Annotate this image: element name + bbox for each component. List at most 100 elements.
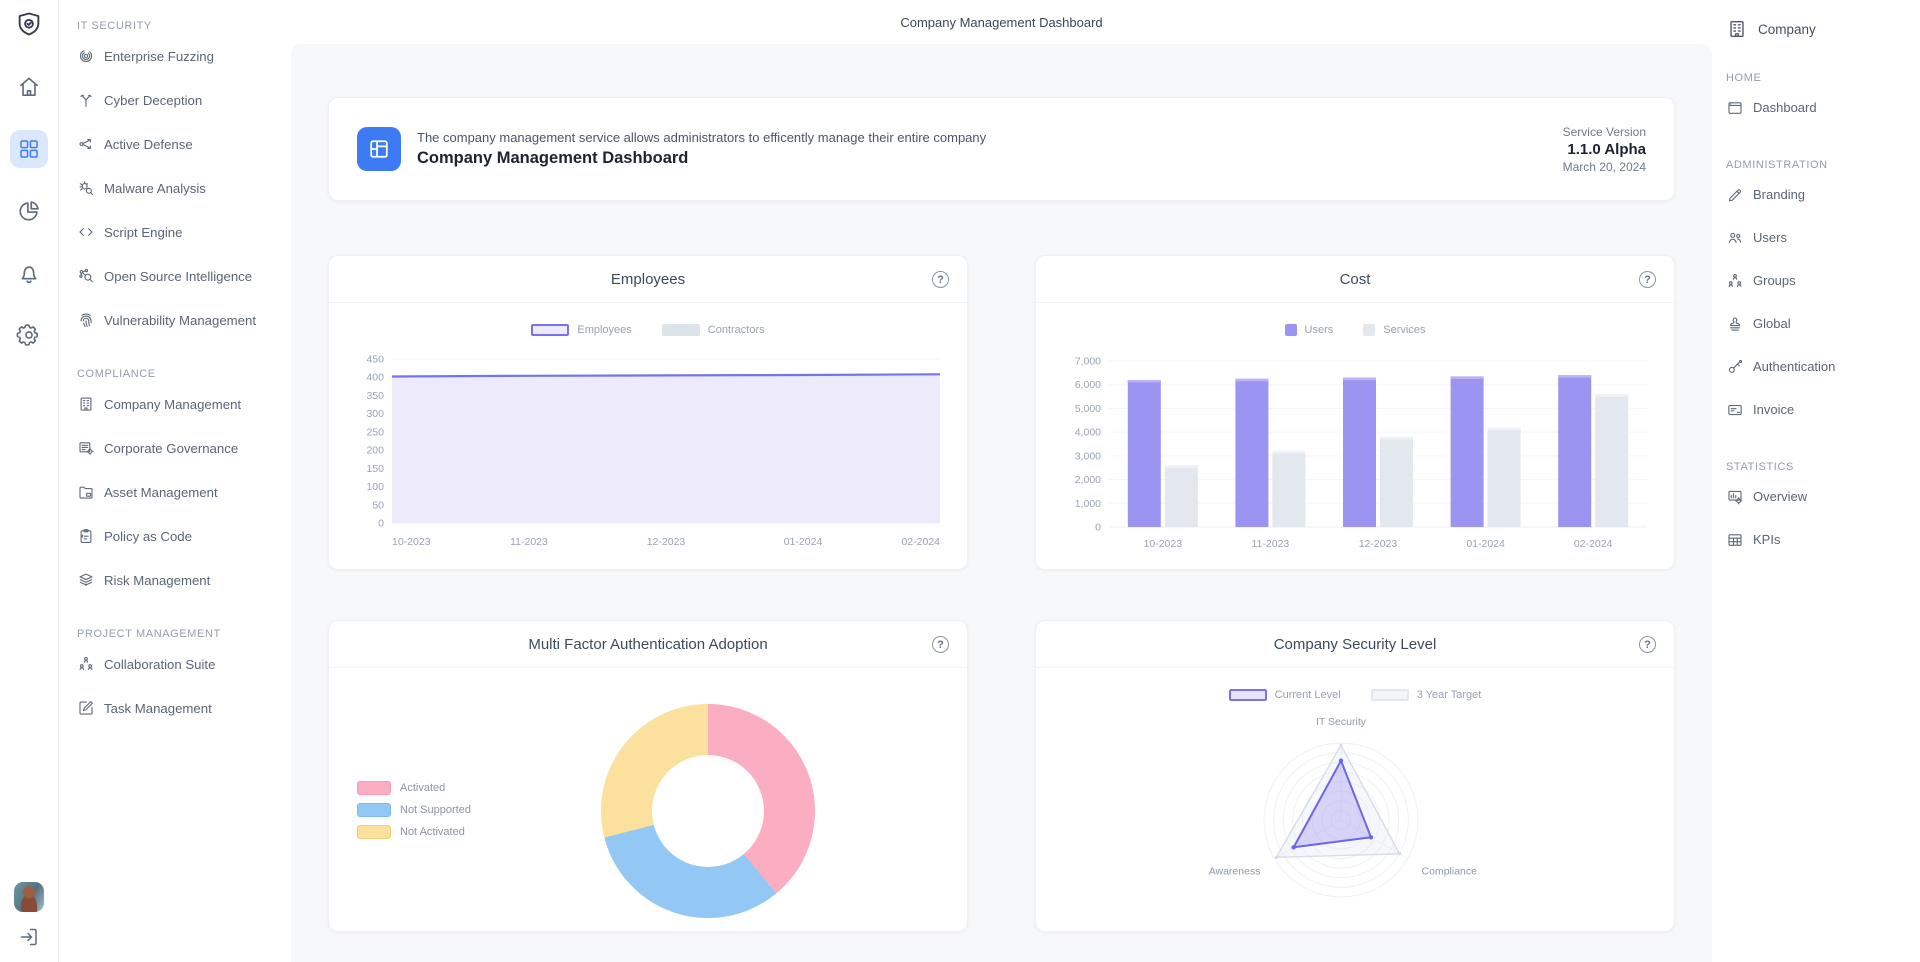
legend-swatch [357,781,391,795]
sidebar-item-cyber-deception[interactable]: Cyber Deception [77,78,283,122]
sidebar-item-label: Groups [1753,273,1796,288]
sidebar-item-company-management[interactable]: Company Management [77,382,283,426]
main-area: Company Management Dashboard The company… [291,0,1712,962]
sidebar-item-malware-analysis[interactable]: Malware Analysis [77,166,283,210]
sidebar-item-label: Company Management [104,396,242,412]
legend-label: Contractors [707,324,765,336]
legend-label: Employees [577,324,632,336]
user-avatar[interactable] [14,882,44,912]
sidebar-item-asset-management[interactable]: Asset Management [77,470,283,514]
sidebar-item-enterprise-fuzzing[interactable]: Enterprise Fuzzing [77,34,283,78]
legend-item-not-activated[interactable]: Not Activated [357,825,471,839]
svg-text:0: 0 [1095,522,1101,534]
rail-pie-chart-button[interactable] [10,192,48,230]
svg-text:4,000: 4,000 [1075,427,1101,439]
mfa-card: Multi Factor Authentication Adoption ? A… [328,620,968,932]
rail-bell-button[interactable] [10,254,48,292]
sidebar-item-overview[interactable]: Overview [1726,475,1914,518]
legend-swatch [531,324,570,336]
legend-item-3-year-target[interactable]: 3 Year Target [1370,689,1481,701]
sidebar-item-groups[interactable]: Groups [1726,259,1914,302]
legend-item-employees[interactable]: Employees [531,324,632,336]
stamp-icon [1726,315,1744,333]
rail-apps-grid-button[interactable] [10,130,48,168]
sidebar-item-label: Asset Management [104,484,218,500]
service-version-date: March 20, 2024 [1562,159,1646,174]
sidebar-item-label: Invoice [1753,402,1795,417]
sidebar-item-script-engine[interactable]: Script Engine [77,210,283,254]
sidebar-item-invoice[interactable]: Invoice [1726,388,1914,431]
svg-text:11-2023: 11-2023 [1252,538,1290,550]
charts-row-1: Employees ? Employees Contractors 0 50 100 1… [328,255,1675,570]
sidebar-item-branding[interactable]: Branding [1726,173,1914,216]
legend-item-activated[interactable]: Activated [357,781,471,795]
sidebar-item-open-source-intelligence[interactable]: Open Source Intelligence [77,254,283,298]
svg-text:Awareness: Awareness [1209,866,1261,878]
section-header-it-security: IT SECURITY [77,20,152,32]
search-network-icon [77,267,95,285]
top-strip: Company Management Dashboard [291,0,1712,44]
legend-item-contractors[interactable]: Contractors [661,324,765,336]
service-version-block: Service Version 1.1.0 Alpha March 20, 20… [1563,125,1646,174]
dashboard-banner: The company management service allows ad… [328,97,1675,201]
sidebar-item-label: KPIs [1753,532,1781,547]
sidebar-item-collaboration-suite[interactable]: Collaboration Suite [77,642,283,686]
help-icon[interactable]: ? [932,636,949,653]
sidebar-item-label: Collaboration Suite [104,656,216,672]
banner-title: Company Management Dashboard [417,149,689,167]
company-selector[interactable]: Company [1726,16,1914,42]
dashboard-tile-icon [357,127,401,171]
svg-text:3,000: 3,000 [1075,450,1101,462]
legend-item-users[interactable]: Users [1284,324,1334,336]
fingerprint-icon [77,311,95,329]
svg-text:10-2023: 10-2023 [1144,538,1183,550]
sidebar-item-corporate-governance[interactable]: Corporate Governance [77,426,283,470]
sidebar-item-users[interactable]: Users [1726,216,1914,259]
legend-item-services[interactable]: Services [1363,324,1425,336]
pie-chart-icon [16,198,42,224]
svg-text:400: 400 [366,372,384,384]
mfa-donut-chart [601,704,815,918]
apps-grid-icon [17,137,41,161]
sidebar-item-vulnerability-management[interactable]: Vulnerability Management [77,298,283,342]
legend-item-current-level[interactable]: Current Level [1228,689,1341,701]
legend-swatch [1363,324,1376,336]
svg-text:0: 0 [378,518,384,530]
sidebar-item-risk-management[interactable]: Risk Management [77,558,283,602]
svg-text:IT Security: IT Security [1316,716,1367,728]
rail-gear-button[interactable] [10,316,48,354]
security-radar-chart: IT Security Compliance Awareness [1209,716,1477,898]
left-sidebar: IT SECURITY Enterprise Fuzzing Cyber Decep… [59,0,291,962]
sidebar-item-dashboard[interactable]: Dashboard [1726,86,1914,129]
sidebar-item-label: Corporate Governance [104,440,239,456]
legend-swatch [357,825,391,839]
legend-label: Users [1304,324,1334,336]
rail-home-button[interactable] [10,68,48,106]
help-icon[interactable]: ? [1639,271,1656,288]
svg-text:12-2023: 12-2023 [1359,538,1398,550]
sidebar-item-kpis[interactable]: KPIs [1726,518,1914,561]
sidebar-item-label: Branding [1753,187,1806,202]
building-icon [77,395,95,413]
rail-logout-button[interactable] [10,918,48,956]
legend-label: Not Supported [400,804,471,816]
section-header-home: HOME [1726,72,1762,84]
sidebar-item-active-defense[interactable]: Active Defense [77,122,283,166]
help-icon[interactable]: ? [932,271,949,288]
sidebar-item-global[interactable]: Global [1726,302,1914,345]
sidebar-item-task-management[interactable]: Task Management [77,686,283,730]
svg-text:01-2024: 01-2024 [784,536,823,548]
legend-item-not-supported[interactable]: Not Supported [357,803,471,817]
sidebar-item-label: Cyber Deception [104,92,203,108]
donut-hole [652,755,764,867]
banner-description: The company management service allows ad… [417,130,987,145]
app-logo[interactable] [14,10,44,40]
help-icon[interactable]: ? [1639,636,1656,653]
sidebar-item-policy-as-code[interactable]: Policy as Code [77,514,283,558]
service-version-label: Service Version [1562,124,1646,139]
sidebar-item-authentication[interactable]: Authentication [1726,345,1914,388]
edit-square-icon [77,699,95,717]
sidebar-item-label: Global [1753,316,1791,331]
card-title: Cost [1339,270,1371,288]
